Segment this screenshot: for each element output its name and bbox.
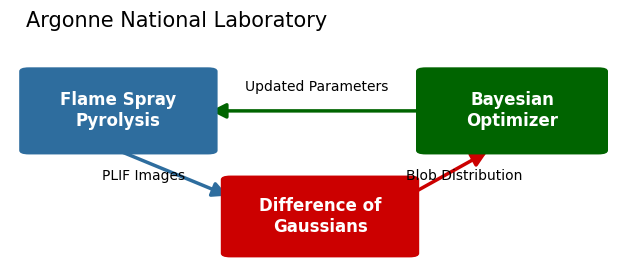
Text: Difference of
Gaussians: Difference of Gaussians [259,197,381,236]
Text: Flame Spray
Pyrolysis: Flame Spray Pyrolysis [60,92,177,130]
Text: Blob Distribution: Blob Distribution [406,168,523,183]
Text: PLIF Images: PLIF Images [102,168,186,183]
Text: Updated Parameters: Updated Parameters [245,80,388,94]
FancyBboxPatch shape [416,67,608,154]
Text: Bayesian
Optimizer: Bayesian Optimizer [466,92,558,130]
Text: Argonne National Laboratory: Argonne National Laboratory [26,11,327,31]
FancyBboxPatch shape [221,176,419,257]
FancyBboxPatch shape [19,67,218,154]
